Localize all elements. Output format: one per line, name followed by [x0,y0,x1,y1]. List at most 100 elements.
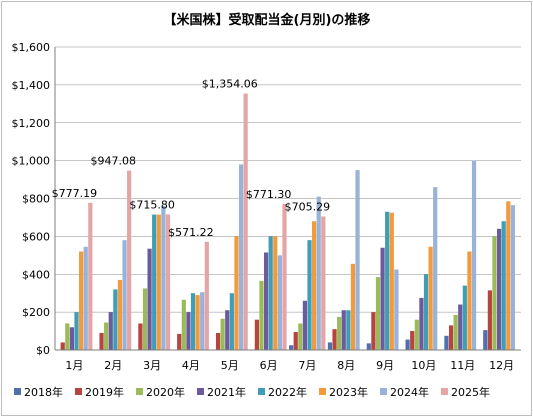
bar-2025年-7月 [321,216,326,350]
bar-2021年-10月 [419,297,424,350]
bar-2022年-2月 [113,289,118,350]
bar-2025年-2月 [127,170,132,350]
bar-2022年-4月 [190,293,196,350]
dividend-chart: 【米国株】受取配当金(月別)の推移 $0 $200 $400 $600 $800 $1,0… [12,12,521,399]
bar-2020年-2月 [104,322,109,350]
x-tick-label: 1月 [65,359,83,372]
x-tick-label: 2月 [104,359,122,372]
bar-2019年-5月 [215,332,221,350]
bar-2023年-12月 [506,201,511,350]
data-label: $715.80 [129,198,175,211]
y-tick-label: $1,000 [12,155,51,168]
bar-2025年-6月 [282,203,287,350]
legend-label: 2018年 [24,385,63,399]
bar-2023年-11月 [467,251,472,350]
bar-2023年-3月 [156,214,161,350]
x-tick-label: 6月 [260,359,278,372]
bar-2020年-5月 [220,318,225,350]
chart-title: 【米国株】受取配当金(月別)の推移 [164,12,371,28]
x-tick-label: 4月 [182,359,200,372]
legend-label: 2023年 [329,385,368,399]
bar-2020年-8月 [337,316,342,350]
legend-label: 2019年 [85,385,124,399]
bar-2020年-4月 [181,299,186,350]
bar-2024年-6月 [277,255,282,350]
data-labels: $777.19 $947.08 $715.80 $571.22 $1,354.06 $77… [52,78,331,239]
x-axis-ticks: 1月 2月 3月 4月 5月 6月 7月 8月 9月 10月 11月 12月 [65,359,514,372]
bar-2018年-8月 [327,342,333,350]
bar-2019年-11月 [448,325,454,350]
bar-2024年-2月 [122,240,127,350]
bar-2021年-4月 [186,312,191,350]
legend-swatch [197,388,204,395]
y-tick-label: $800 [22,193,50,206]
bar-2021年-8月 [341,310,346,350]
legend-swatch [380,388,387,395]
bar-2023年-5月 [234,236,239,350]
bar-2023年-2月 [117,279,123,350]
legend-label: 2020年 [146,385,185,399]
legend-swatch [75,388,82,395]
bar-2022年-6月 [268,236,273,350]
y-tick-label: $1,400 [12,79,51,92]
bar-2023年-4月 [195,295,200,350]
bar-2024年-5月 [238,164,244,350]
bar-2018年-10月 [405,339,410,350]
y-tick-label: $200 [22,306,50,319]
x-tick-label: 8月 [337,359,355,372]
bar-2021年-2月 [108,312,113,350]
x-tick-label: 10月 [411,359,436,372]
bar-2021年-11月 [458,304,463,350]
bar-2023年-7月 [312,221,317,350]
data-label: $1,354.06 [202,78,258,91]
x-tick-label: 12月 [489,359,514,372]
bar-2019年-8月 [332,329,337,350]
bar-2023年-6月 [273,236,278,350]
bar-2019年-7月 [293,332,298,350]
bar-2020年-6月 [259,280,264,350]
bar-2019年-12月 [487,290,492,350]
x-axis [54,47,521,351]
x-tick-label: 5月 [221,359,239,372]
bar-2024年-8月 [355,170,360,350]
bar-2024年-7月 [316,196,321,350]
legend-swatch [136,388,143,395]
bar-2018年-9月 [366,343,371,350]
bar-2024年-10月 [433,187,438,350]
bar-2022年-5月 [229,293,234,350]
bar-2021年-6月 [263,252,269,350]
bar-2020年-11月 [453,314,458,350]
legend-swatch [258,388,265,395]
bar-2022年-7月 [307,240,312,350]
bar-2020年-7月 [298,323,303,350]
bar-2025年-3月 [165,214,171,350]
data-label: $777.19 [52,187,98,200]
bar-2022年-11月 [462,285,467,350]
bar-2024年-11月 [471,160,477,350]
y-tick-label: $600 [22,230,50,243]
bar-2024年-3月 [161,206,166,350]
bar-2021年-7月 [302,300,308,350]
bar-2019年-1月 [60,342,65,350]
x-tick-label: 7月 [298,359,316,372]
data-label: $947.08 [91,155,137,168]
y-tick-label: $1,600 [12,41,51,54]
bar-2020年-3月 [142,288,148,350]
bar-2022年-3月 [152,214,157,350]
bar-2023年-8月 [350,263,356,350]
legend-swatch [319,388,326,395]
bar-2021年-1月 [69,327,75,350]
bar-2020年-10月 [414,319,419,350]
bar-2022年-9月 [385,211,390,350]
bar-2024年-1月 [83,246,88,350]
x-tick-label: 9月 [376,359,394,372]
bar-2024年-12月 [510,205,515,350]
data-label: $771.30 [246,188,292,201]
legend-label: 2021年 [207,385,246,399]
bar-2020年-1月 [65,323,70,350]
bar-2019年-6月 [254,319,259,350]
y-tick-label: $400 [22,268,50,281]
bar-2021年-9月 [380,247,385,350]
data-label: $705.29 [285,200,331,213]
